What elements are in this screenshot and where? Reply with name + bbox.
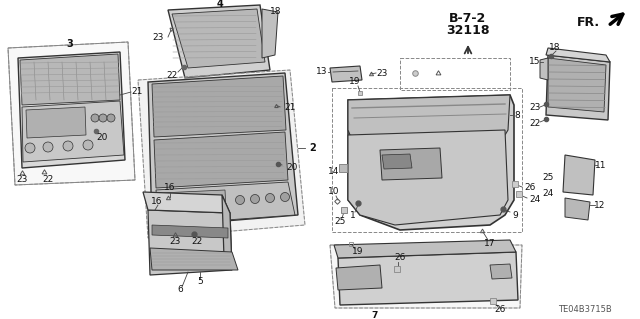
Text: 20: 20 [286, 164, 298, 173]
Text: 7: 7 [372, 310, 378, 319]
Text: 3: 3 [67, 39, 74, 49]
Polygon shape [490, 264, 512, 279]
Polygon shape [152, 76, 286, 137]
Text: 23: 23 [170, 236, 180, 246]
Polygon shape [138, 70, 305, 238]
Text: 32118: 32118 [446, 24, 490, 36]
Text: 23: 23 [529, 103, 541, 113]
Circle shape [107, 114, 115, 122]
Circle shape [43, 142, 53, 152]
Polygon shape [330, 66, 362, 82]
Text: 22: 22 [166, 70, 178, 79]
Text: 23: 23 [16, 175, 28, 184]
Polygon shape [18, 52, 125, 168]
Polygon shape [152, 225, 228, 238]
Text: 19: 19 [352, 248, 364, 256]
Text: 25: 25 [542, 174, 554, 182]
Text: 11: 11 [595, 160, 607, 169]
Text: 26: 26 [394, 254, 406, 263]
Polygon shape [168, 5, 270, 78]
Circle shape [280, 192, 289, 202]
Polygon shape [143, 192, 230, 213]
Text: 26: 26 [524, 183, 536, 192]
Text: 6: 6 [177, 286, 183, 294]
Text: 21: 21 [284, 102, 296, 112]
Polygon shape [172, 9, 265, 68]
Text: 23: 23 [376, 69, 388, 78]
Polygon shape [150, 248, 238, 270]
Circle shape [250, 195, 259, 204]
Polygon shape [22, 101, 124, 162]
Polygon shape [348, 95, 514, 230]
Polygon shape [26, 107, 86, 138]
Polygon shape [563, 155, 595, 195]
Text: 26: 26 [494, 306, 506, 315]
Circle shape [83, 140, 93, 150]
Polygon shape [546, 55, 610, 120]
Circle shape [99, 114, 107, 122]
Polygon shape [160, 190, 226, 213]
Polygon shape [548, 58, 606, 112]
Polygon shape [8, 42, 135, 185]
Text: 16: 16 [164, 183, 176, 192]
Text: 5: 5 [197, 278, 203, 286]
Polygon shape [348, 130, 508, 225]
Circle shape [25, 143, 35, 153]
Polygon shape [348, 95, 510, 140]
Text: 1: 1 [350, 211, 356, 219]
Text: 22: 22 [42, 175, 54, 184]
Text: TE04B3715B: TE04B3715B [558, 306, 612, 315]
Text: 21: 21 [131, 86, 143, 95]
Text: 14: 14 [328, 167, 340, 176]
Text: 12: 12 [595, 201, 605, 210]
Text: 22: 22 [529, 118, 541, 128]
Text: 15: 15 [529, 57, 541, 66]
Text: B-7-2: B-7-2 [449, 11, 486, 25]
Polygon shape [262, 9, 278, 58]
Polygon shape [380, 148, 442, 180]
Circle shape [266, 194, 275, 203]
Polygon shape [148, 73, 298, 227]
Circle shape [91, 114, 99, 122]
Polygon shape [156, 182, 295, 225]
Text: 10: 10 [328, 188, 340, 197]
Text: 4: 4 [216, 0, 223, 9]
Text: 18: 18 [549, 43, 561, 53]
Text: 16: 16 [151, 197, 163, 206]
Text: 23: 23 [152, 33, 164, 42]
Circle shape [236, 196, 244, 204]
Text: 25: 25 [334, 218, 346, 226]
Text: 17: 17 [484, 239, 496, 248]
Text: 13: 13 [316, 68, 328, 77]
Polygon shape [565, 198, 590, 220]
Polygon shape [546, 48, 610, 62]
Polygon shape [334, 240, 516, 258]
Text: 2: 2 [310, 143, 316, 153]
Circle shape [63, 141, 73, 151]
Text: FR.: FR. [577, 16, 600, 28]
Text: 24: 24 [529, 196, 541, 204]
Polygon shape [154, 132, 288, 188]
Polygon shape [330, 245, 522, 308]
Polygon shape [148, 210, 232, 275]
Polygon shape [540, 58, 548, 80]
Text: 22: 22 [191, 236, 203, 246]
Text: 9: 9 [512, 211, 518, 219]
Text: 18: 18 [270, 6, 282, 16]
Polygon shape [222, 195, 232, 270]
Polygon shape [336, 265, 382, 290]
Text: 19: 19 [349, 78, 361, 86]
Polygon shape [338, 252, 518, 305]
Polygon shape [20, 54, 120, 105]
Polygon shape [382, 154, 412, 169]
Text: 24: 24 [542, 189, 554, 197]
Text: 20: 20 [96, 133, 108, 143]
Text: 8: 8 [514, 110, 520, 120]
